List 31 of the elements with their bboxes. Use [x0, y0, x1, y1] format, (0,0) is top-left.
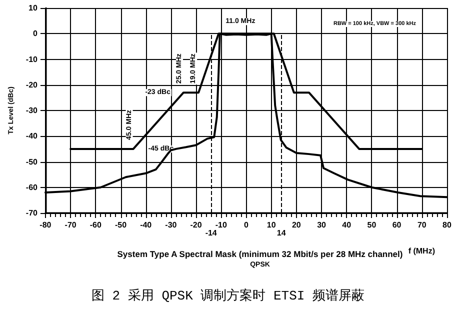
- x-tick-label: 60: [392, 220, 402, 230]
- x-tick-label: -60: [90, 220, 102, 230]
- y-tick-label: 10: [28, 4, 38, 12]
- x-tick-label: 30: [317, 220, 327, 230]
- y-tick-label: -30: [26, 106, 38, 115]
- x-tick-label: 50: [367, 220, 377, 230]
- ref-line-label: 14: [276, 228, 286, 238]
- x-tick-label: 80: [442, 220, 452, 230]
- y-tick-label: -50: [26, 157, 38, 166]
- x-tick-label: -40: [140, 220, 152, 230]
- text: System Type A Spectral Mask (minimum 32 Mbit/s per 28 MHz channel): [117, 249, 403, 259]
- y-tick-label: -10: [26, 54, 38, 64]
- y-tick-label: -70: [26, 208, 38, 218]
- y-tick-label: 0: [33, 29, 38, 38]
- x-tick-label: -70: [64, 220, 77, 230]
- y-tick-label: -20: [26, 80, 38, 90]
- ref-line-label: -14: [205, 228, 218, 238]
- x-tick-label: 40: [342, 220, 352, 230]
- x-tick-label: -80: [40, 220, 52, 230]
- x-tick-label: 0: [244, 220, 250, 230]
- x-tick-label: 20: [292, 220, 302, 230]
- x-tick-label: -50: [114, 220, 128, 230]
- y-tick-label: -40: [26, 132, 38, 141]
- x-tick-label: -10: [215, 220, 228, 230]
- x-axis-title: f (MHz): [408, 246, 436, 256]
- y-tick-label: -60: [26, 182, 38, 192]
- x-tick-label: 10: [266, 220, 276, 230]
- x-tick-label: -30: [165, 220, 178, 230]
- x-tick-label: 70: [417, 220, 427, 230]
- x-tick-label: -20: [190, 220, 202, 230]
- caption: 图 2 采用 QPSK 调制方案时 ETSI 频谱屏蔽: [91, 288, 365, 304]
